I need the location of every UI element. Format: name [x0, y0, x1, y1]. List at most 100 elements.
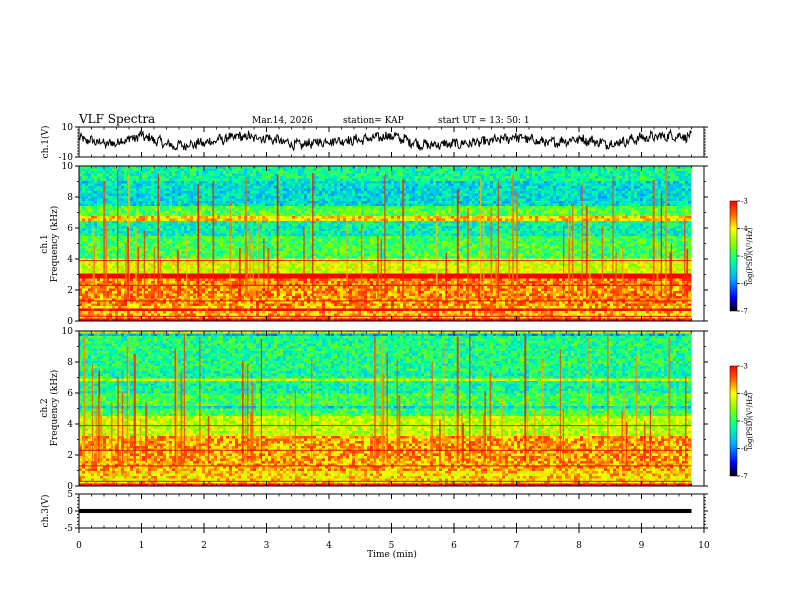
ch1-spectrogram-cell	[187, 211, 191, 214]
ch1-spectrogram-cell	[178, 181, 182, 184]
ch1-spectrogram-cell	[382, 186, 386, 189]
ch1-spectrogram-cell	[130, 213, 134, 217]
ch1-spectrogram-cell	[460, 166, 464, 169]
ch1-spectrogram-cell	[97, 198, 101, 202]
ch1-spectrogram-cell	[355, 183, 359, 187]
ch1-spectrogram-cell	[355, 181, 359, 184]
ch1-spectrogram-cell	[130, 178, 134, 182]
ch1-spectrogram-cell	[199, 183, 203, 187]
ch1-spectrogram-cell	[352, 201, 356, 204]
ch1-spectrogram-cell	[481, 206, 485, 209]
ch1-spectrogram-cell	[529, 211, 533, 214]
ch1-spectrogram-cell	[556, 193, 560, 197]
ch1-spectrogram-cell	[175, 198, 179, 202]
ch1-spectrogram-cell	[154, 213, 158, 217]
ch1-spectrogram-cell	[253, 193, 257, 197]
ch1-spectrogram-cell	[91, 183, 95, 187]
ch1-spectrogram-cell	[394, 183, 398, 187]
ch1-spectrogram-cell	[604, 201, 608, 204]
ch1-spectrogram-cell	[178, 216, 182, 219]
ch1-spectrogram-cell	[598, 203, 602, 207]
ch1-spectrogram-cell	[145, 211, 149, 214]
ch1-spectrogram-cell	[97, 213, 101, 217]
ch1-spectrogram-cell	[487, 206, 491, 209]
ch1-spectrogram-cell	[88, 203, 92, 207]
ch1-spectrogram-cell	[475, 188, 479, 192]
ch1-spectrogram-cell	[343, 193, 347, 197]
ch1-spectrogram-cell	[175, 196, 179, 199]
ch1-spectrogram-cell	[343, 191, 347, 194]
ch1-spectrogram-cell	[565, 193, 569, 197]
ch1-spectrogram-cell	[676, 218, 680, 222]
ch1-spectrogram-cell	[403, 223, 407, 227]
ch1-spectrogram-cell	[508, 223, 512, 227]
ch1-spectrogram-cell	[241, 193, 245, 197]
ch1-spectrogram-cell	[346, 166, 350, 169]
ch1-spectrogram-cell	[160, 193, 164, 197]
ch1-spectrogram-cell	[256, 218, 260, 222]
ch1-spectrogram-cell	[547, 203, 551, 207]
ch1-spectrogram-cell	[292, 171, 296, 174]
ch1-spectrogram-cell	[295, 221, 299, 224]
ch1-spectrogram-cell	[205, 203, 209, 207]
ch1-spectrogram-cell	[412, 211, 416, 214]
ch1-spectrogram-cell	[364, 176, 368, 179]
ch1-spectrogram-cell	[436, 216, 440, 219]
ch1-spectrogram-cell	[340, 171, 344, 174]
ch1-spectrogram-cell	[328, 176, 332, 179]
ch1-spectrogram-cell	[421, 213, 425, 217]
ch1-spectrogram-cell	[556, 183, 560, 187]
ch1-spectrogram-cell	[328, 196, 332, 199]
ch1-spectrogram-cell	[277, 168, 281, 172]
ch1-spectrogram-cell	[631, 216, 635, 219]
ch1-spectrogram-cell	[295, 171, 299, 174]
ch1-spectrogram-cell	[646, 198, 650, 202]
ch1-spectrogram-cell	[529, 183, 533, 187]
ch1-spectrogram-cell	[250, 213, 254, 217]
ch1-spectrogram-cell	[382, 166, 386, 169]
ch1-spectrogram-cell	[181, 216, 185, 219]
ch1-spectrogram-cell	[313, 183, 317, 187]
ch1-spectrogram-cell	[247, 196, 251, 199]
ch1-spectrogram-cell	[352, 196, 356, 199]
ch1-spectrogram-cell	[187, 176, 191, 179]
ch1-spectrogram-cell	[574, 206, 578, 209]
ch1-spectrogram-cell	[379, 201, 383, 204]
ch1-spectrogram-cell	[328, 173, 332, 177]
ch1-spectrogram-cell	[199, 176, 203, 179]
ch1-spectrogram-cell	[337, 171, 341, 174]
ch1-spectrogram-cell	[421, 193, 425, 197]
ch1-spectrogram-cell	[85, 178, 89, 182]
ch1-spectrogram-cell	[358, 186, 362, 189]
ch1-spectrogram-cell	[364, 178, 368, 182]
ch1-spectrogram-cell	[346, 218, 350, 222]
ch1-spectrogram-cell	[427, 168, 431, 172]
ch1-spectrogram-cell	[685, 188, 689, 192]
ch1-spectrogram-cell	[649, 198, 653, 202]
ch1-spectrogram-cell	[556, 166, 560, 169]
ch1-spectrogram-cell	[466, 193, 470, 197]
ch1-spectrogram-cell	[478, 203, 482, 207]
ch1-spectrogram-cell	[139, 216, 143, 219]
ch1-spectrogram-cell	[472, 211, 476, 214]
ch1-spectrogram-cell	[175, 216, 179, 219]
ch1-spectrogram-cell	[115, 193, 119, 197]
ch1-spectrogram-cell	[412, 208, 416, 212]
ch1-spectrogram-cell	[610, 201, 614, 204]
ch1-spectrogram-cell	[610, 196, 614, 199]
ch1-spectrogram-cell	[427, 213, 431, 217]
ch1-spectrogram-cell	[358, 211, 362, 214]
ch1-spectrogram-cell	[610, 168, 614, 172]
ch1-spectrogram-cell	[469, 223, 473, 227]
ch1-spectrogram-cell	[451, 198, 455, 202]
ch1-spectrogram-cell	[514, 223, 518, 227]
ch1-spectrogram-cell	[619, 196, 623, 199]
ch1-spectrogram-cell	[415, 196, 419, 199]
ch1-spectrogram-cell	[268, 176, 272, 179]
ch1-spectrogram-cell	[265, 218, 269, 222]
ch1-spectrogram-cell	[607, 213, 611, 217]
ch1-spectrogram-cell	[178, 191, 182, 194]
ch1-spectrogram-cell	[292, 218, 296, 222]
ch1-spectrogram-cell	[478, 196, 482, 199]
ch1-spectrogram-cell	[325, 213, 329, 217]
